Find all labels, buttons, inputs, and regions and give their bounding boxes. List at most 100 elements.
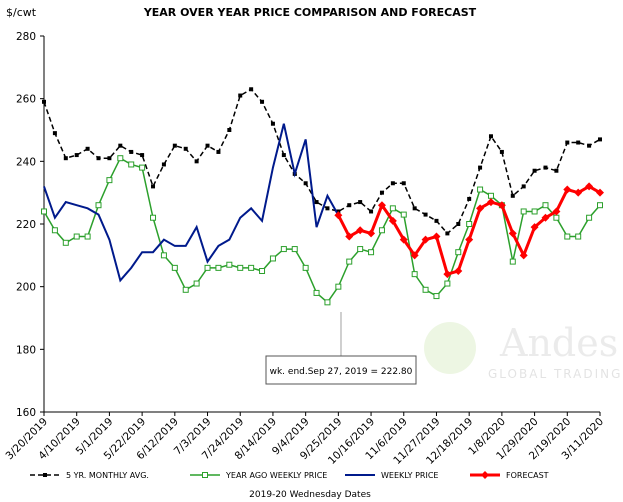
point (227, 128, 232, 132)
point (510, 193, 515, 198)
point (193, 280, 200, 287)
point (249, 87, 254, 92)
y-tick-label: 220 (16, 219, 36, 231)
point (421, 235, 430, 244)
watermark-name: Andes (499, 321, 618, 365)
y-axis-label: $/cwt (6, 6, 37, 19)
point (128, 161, 135, 168)
point (150, 214, 157, 221)
point (161, 162, 166, 167)
point (508, 229, 517, 238)
point (378, 227, 385, 234)
point (488, 134, 493, 139)
point (434, 218, 439, 223)
point (73, 233, 80, 240)
point (118, 143, 123, 148)
point (521, 184, 526, 189)
series-line (43, 123, 340, 283)
point (399, 235, 408, 244)
point (107, 156, 112, 161)
series (43, 123, 340, 283)
point (564, 233, 571, 240)
point (270, 121, 275, 126)
point (182, 286, 189, 293)
y-tick-label: 200 (16, 282, 36, 294)
point (377, 201, 386, 210)
point (160, 252, 167, 259)
point (563, 185, 572, 194)
point (390, 181, 395, 186)
point (347, 203, 352, 208)
point (478, 165, 483, 170)
point (543, 165, 548, 170)
series (41, 155, 603, 306)
point (139, 164, 146, 171)
point (281, 153, 286, 158)
annotation-box (265, 355, 417, 385)
point (205, 143, 210, 148)
point (509, 258, 516, 265)
point (356, 226, 365, 235)
point (324, 299, 331, 306)
point (367, 229, 376, 238)
point (95, 202, 102, 209)
watermark-sub: GLOBAL TRADING (488, 367, 622, 381)
legend-marker (43, 473, 47, 477)
point (554, 168, 559, 173)
y-tick-label: 260 (16, 94, 36, 106)
legend-label: WEEKLY PRICE (381, 471, 438, 480)
point (63, 156, 68, 161)
point (41, 208, 47, 215)
point (587, 143, 592, 148)
point (237, 264, 244, 271)
point (497, 201, 506, 210)
point (369, 209, 374, 214)
point (42, 99, 46, 104)
point (334, 211, 343, 220)
point (541, 213, 550, 222)
legend-marker (481, 471, 489, 479)
point (433, 293, 440, 300)
point (346, 258, 353, 265)
point (422, 286, 429, 293)
point (444, 280, 451, 287)
y-tick-label: 180 (16, 344, 36, 356)
point (586, 214, 593, 221)
legend-label: YEAR AGO WEEKLY PRICE (225, 471, 327, 480)
point (466, 221, 473, 227)
chart-title: YEAR OVER YEAR PRICE COMPARISON AND FORE… (143, 6, 477, 19)
point (140, 153, 145, 158)
series (334, 182, 604, 279)
point (74, 153, 79, 158)
point (280, 246, 287, 253)
point (531, 208, 538, 215)
point (357, 246, 364, 253)
point (85, 146, 90, 151)
point (389, 205, 396, 212)
point (411, 271, 418, 278)
point (532, 168, 537, 173)
point (530, 223, 539, 232)
point (598, 137, 602, 142)
point (226, 261, 233, 268)
point (432, 232, 441, 241)
watermark: Andes GLOBAL TRADING (424, 321, 622, 381)
point (410, 251, 419, 260)
legend-marker (202, 472, 208, 478)
point (183, 146, 188, 151)
point (129, 149, 134, 154)
point (553, 214, 560, 221)
point (423, 212, 428, 217)
point (574, 188, 583, 197)
point (575, 233, 582, 240)
point (303, 181, 308, 186)
point (84, 233, 91, 240)
point (477, 186, 484, 193)
point (194, 159, 199, 164)
point (106, 177, 113, 184)
point (51, 227, 58, 234)
point (259, 268, 266, 274)
point (379, 190, 384, 195)
point (269, 255, 276, 262)
